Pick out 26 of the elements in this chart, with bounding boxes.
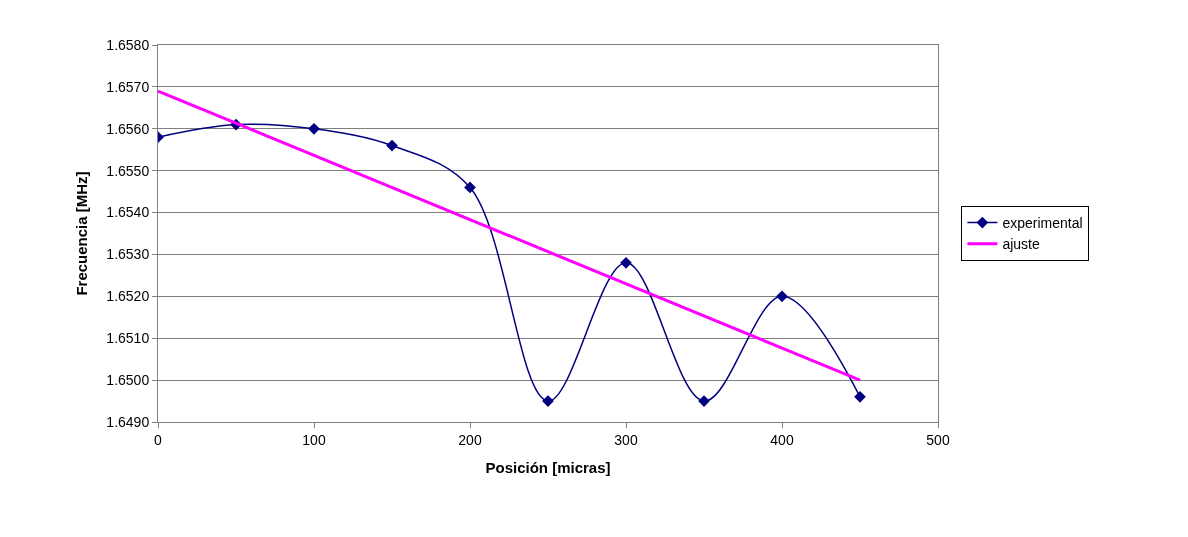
point xyxy=(308,122,320,135)
x-tick-label: 500 xyxy=(926,431,950,448)
x-tick-label: 100 xyxy=(302,431,326,448)
x-tick-label: 200 xyxy=(458,431,482,448)
y-tick-label: 1.6500 xyxy=(106,372,150,389)
x-axis-title: Posición [micras] xyxy=(485,458,611,476)
x-tick-label: 0 xyxy=(154,431,163,448)
y-tick-label: 1.6520 xyxy=(106,288,150,305)
y-tick-label: 1.6490 xyxy=(106,413,150,430)
y-tick-label: 1.6580 xyxy=(106,36,150,53)
y-tick-label: 1.6550 xyxy=(106,162,150,179)
point xyxy=(854,391,866,403)
y-tick-label: 1.6510 xyxy=(106,330,150,347)
y-tick-label: 1.6540 xyxy=(106,204,150,221)
y-tick-label: 1.6570 xyxy=(106,78,150,95)
x-tick-label: 400 xyxy=(770,431,794,448)
point xyxy=(620,256,632,269)
x-tick-label: 300 xyxy=(614,431,638,448)
legend-label: ajuste xyxy=(1002,236,1040,253)
point xyxy=(386,139,398,152)
point xyxy=(464,181,476,194)
y-axis-title: Frecuencia [MHz] xyxy=(72,171,90,296)
point xyxy=(776,290,788,303)
y-tick-label: 1.6560 xyxy=(106,120,150,137)
legend-label: experimental xyxy=(1002,215,1083,232)
y-tick-label: 1.6530 xyxy=(106,246,150,263)
